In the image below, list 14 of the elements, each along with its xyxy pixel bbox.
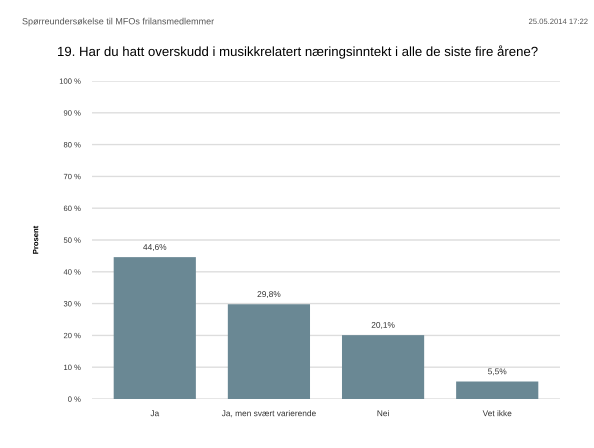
bar — [342, 335, 424, 399]
text: Spørreundersøkelse til MFOs frilansmedlemmer — [22, 18, 214, 26]
data-label: 29,8% — [258, 291, 280, 298]
bar — [114, 257, 196, 399]
x-tick-label: Nei — [378, 410, 389, 416]
x-tick-label: Ja — [150, 410, 160, 416]
data-label: 44,6% — [143, 244, 166, 251]
bar — [228, 304, 310, 399]
data-label: 5,5% — [488, 368, 506, 376]
bar — [456, 382, 538, 399]
chart-title: 19. Har du hatt overskudd i musikkrelatert næringsinntekt i alle de siste fire årene? — [58, 45, 538, 59]
data-label: 20,1% — [372, 322, 395, 329]
x-tick-label: Ja, men svært varierende — [222, 410, 316, 418]
x-tick-label: Vet ikke — [482, 410, 512, 416]
